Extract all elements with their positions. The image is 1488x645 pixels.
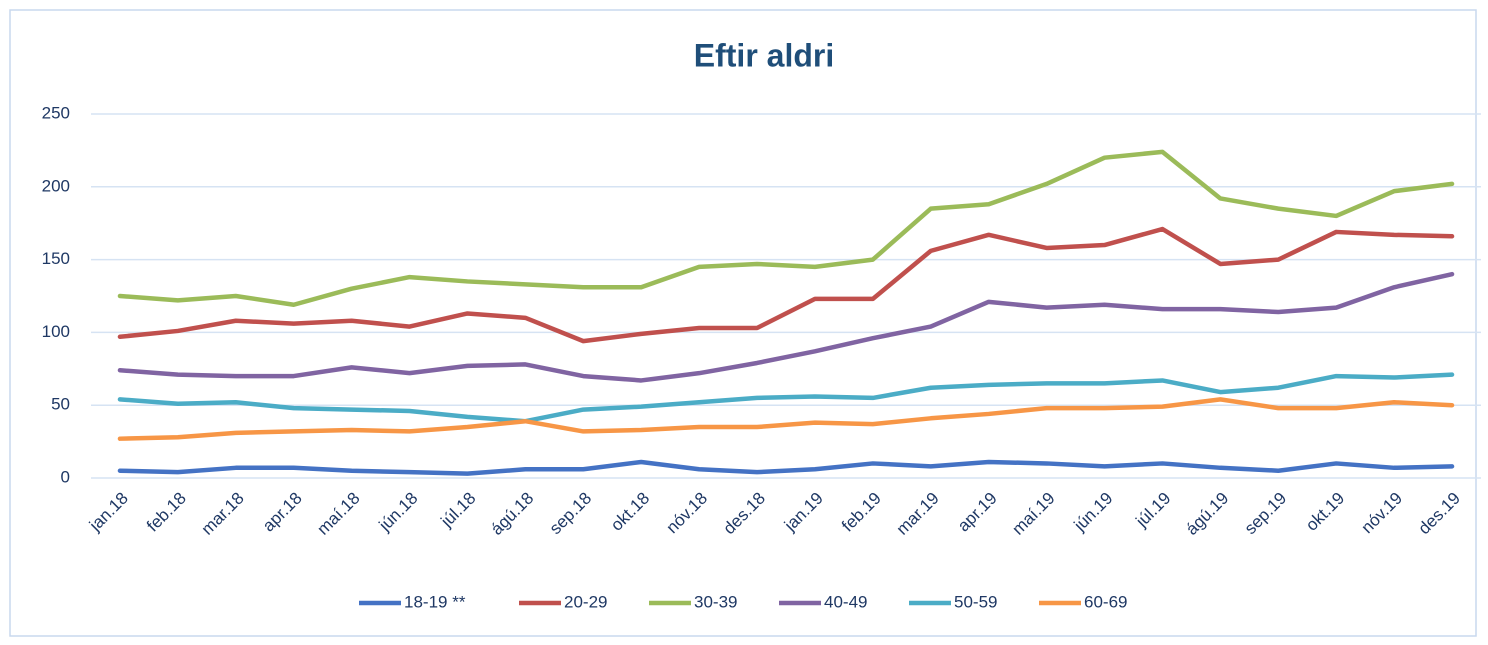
legend-label: 30-39	[694, 592, 737, 611]
y-tick-label: 50	[51, 395, 70, 414]
y-tick-label: 150	[42, 249, 70, 268]
chart-title: Eftir aldri	[694, 37, 834, 73]
y-tick-label: 100	[42, 322, 70, 341]
y-tick-label: 250	[42, 103, 70, 122]
legend-label: 18-19 **	[404, 592, 466, 611]
legend-label: 40-49	[824, 592, 867, 611]
legend-label: 60-69	[1084, 592, 1127, 611]
series-line	[117, 149, 1455, 307]
series-line	[117, 459, 1455, 476]
legend-label: 20-29	[564, 592, 607, 611]
series-line	[117, 226, 1455, 344]
series-line	[117, 271, 1455, 383]
y-tick-label: 200	[42, 176, 70, 195]
y-tick-label: 0	[61, 467, 70, 486]
series-line	[117, 372, 1455, 424]
series-line	[117, 397, 1455, 441]
legend-label: 50-59	[954, 592, 997, 611]
